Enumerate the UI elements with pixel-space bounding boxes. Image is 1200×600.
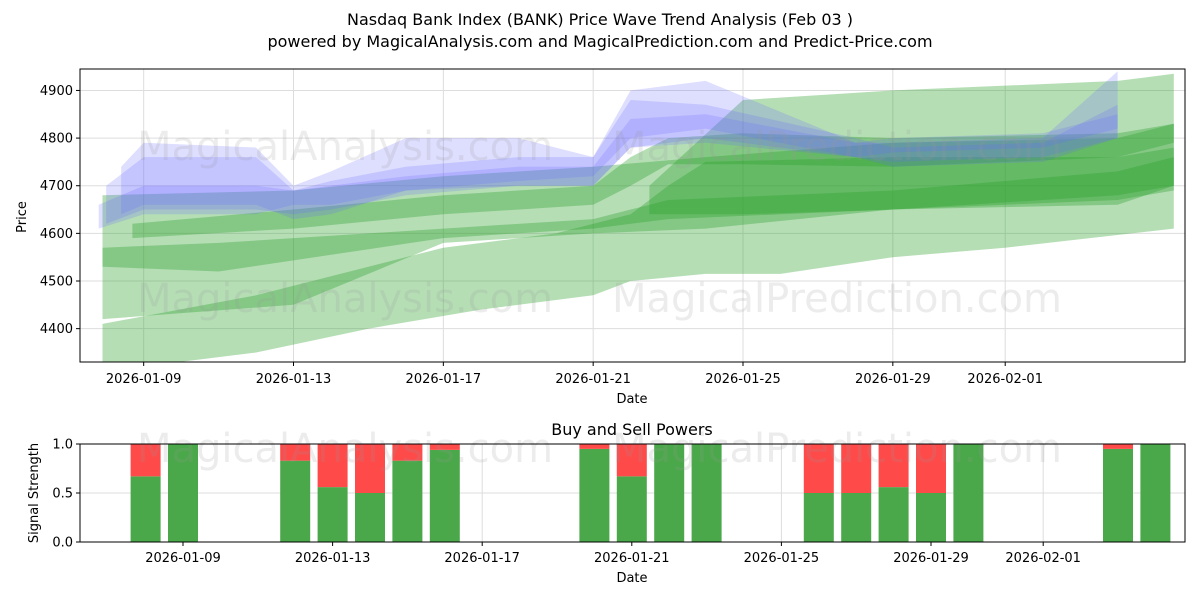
buy-bar-3 [317,487,348,542]
signal-x-label: Date [616,571,647,586]
watermark-mid-left: MagicalAnalysis.com [137,276,553,322]
sell-bar-11 [803,444,834,493]
price-wave-bands [98,71,1174,362]
price-xtick-label-3: 2026-01-21 [555,372,631,387]
sell-bar-2 [280,444,311,461]
buy-bar-17 [1140,444,1171,542]
signal-ytick-label-2: 1.0 [52,438,73,453]
wave-band-4 [649,73,1174,215]
buy-bar-8 [616,476,647,542]
sell-bar-5 [392,444,423,461]
buy-bar-9 [654,444,685,542]
buy-bar-2 [280,460,311,542]
buy-bar-16 [1103,448,1133,542]
signal-ytick-label-1: 0.5 [52,487,73,502]
wave-band-7 [98,114,1118,229]
sell-bar-6 [429,444,460,450]
signal-y-label: Signal Strength [27,443,42,543]
sell-bar-3 [317,444,348,488]
signal-x-ticks: 2026-01-09 2026-01-13 2026-01-17 2026-01-21… [145,542,1081,566]
price-x-label: Date [616,392,647,407]
signal-xtick-label-4: 2026-01-25 [744,551,820,566]
sell-bar-7 [579,444,610,449]
signal-y-ticks: 0.0 0.5 1.0 [52,438,80,551]
buy-bar-11 [803,493,834,542]
signal-bars [130,444,1171,542]
watermark-bottom-right: MagicalPrediction.com [612,426,1062,472]
price-xtick-label-4: 2026-01-25 [705,372,781,387]
buy-bar-0 [130,476,161,542]
price-y-ticks: 4400 4500 4600 4700 4800 4900 [40,84,80,337]
wave-band-6 [106,100,1118,224]
buy-bar-5 [392,460,423,542]
wave-band-3 [102,147,1174,362]
buy-bar-12 [841,493,872,542]
price-plot-frame [79,68,1186,363]
buy-bar-6 [429,449,460,542]
sell-bar-16 [1103,444,1133,449]
sell-bar-14 [916,444,946,493]
signal-panel-title: Buy and Sell Powers [551,420,713,439]
signal-ytick-label-0: 0.0 [52,536,73,551]
buy-bar-13 [878,487,909,542]
price-grid [80,69,1185,362]
buy-bar-7 [579,448,610,542]
sell-bar-13 [878,444,909,488]
wave-band-2 [102,157,1174,272]
price-ytick-label-1: 4500 [40,275,73,290]
buy-bar-14 [916,493,946,542]
signal-xtick-label-2: 2026-01-17 [444,551,520,566]
price-ytick-label-0: 4400 [40,322,73,337]
buy-bar-4 [355,493,385,542]
buy-bar-15 [953,444,984,542]
wave-band-1 [132,123,1174,239]
price-xtick-label-6: 2026-02-01 [967,372,1043,387]
signal-xtick-label-0: 2026-01-09 [145,551,221,566]
price-ytick-label-4: 4800 [40,132,73,147]
sell-bar-4 [355,444,385,493]
watermark-bottom-left: MagicalAnalysis.com [137,426,553,472]
price-xtick-label-1: 2026-01-13 [256,372,332,387]
buy-bar-10 [691,444,722,542]
sell-bar-12 [841,444,872,493]
sell-bar-8 [616,444,647,477]
buy-bar-1 [168,444,198,542]
figure-title-line1: Nasdaq Bank Index (BANK) Price Wave Tren… [347,10,853,29]
price-xtick-label-2: 2026-01-17 [406,372,482,387]
price-ytick-label-2: 4600 [40,227,73,242]
price-ytick-label-5: 4900 [40,84,73,99]
signal-xtick-label-3: 2026-01-21 [594,551,670,566]
sell-bar-0 [130,444,161,477]
price-xtick-label-0: 2026-01-09 [106,372,182,387]
price-x-ticks: 2026-01-09 2026-01-13 2026-01-17 2026-01-21… [106,362,1043,387]
watermark-mid-right: MagicalPrediction.com [612,276,1062,322]
wave-band-5 [121,71,1118,220]
watermark-top-left: MagicalAnalysis.com [137,124,553,170]
wave-band-0 [102,123,1174,320]
figure-title-line2: powered by MagicalAnalysis.com and Magic… [267,32,932,51]
signal-xtick-label-6: 2026-02-01 [1005,551,1081,566]
signal-xtick-label-1: 2026-01-13 [295,551,371,566]
price-y-label: Price [15,201,30,233]
price-ytick-label-3: 4700 [40,179,73,194]
signal-xtick-label-5: 2026-01-29 [893,551,969,566]
price-xtick-label-5: 2026-01-29 [855,372,931,387]
watermark-top-right: MagicalPrediction.com [612,124,1062,170]
